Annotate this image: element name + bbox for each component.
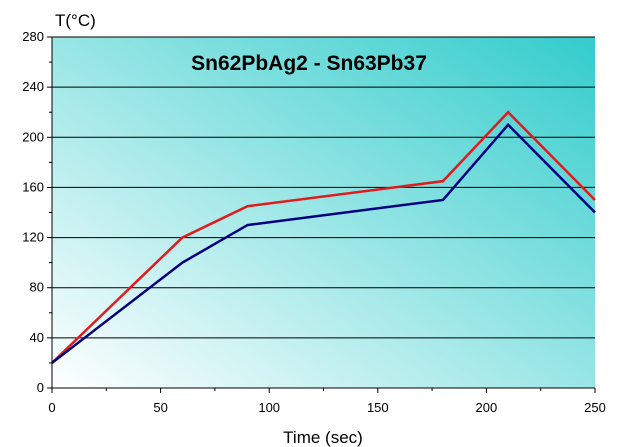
x-tick-label: 200 [476,400,498,415]
y-tick-label: 160 [22,179,44,194]
chart-title: Sn62PbAg2 - Sn63Pb37 [191,52,427,75]
axes [47,36,596,393]
x-axis-label: Time (sec) [283,428,363,447]
y-tick-label: 120 [22,230,44,245]
tick-labels: 0 40 80 120 160 200 240 280 0 50 100 150 200 250 [22,29,606,415]
series-line-2 [51,122,596,364]
y-tick-label: 280 [22,29,44,44]
x-tick-label: 100 [258,400,280,415]
y-axis-label: T(°C) [55,11,96,30]
plot-area-background [52,37,595,388]
x-tick-label: 250 [584,400,606,415]
y-tick-label: 40 [30,330,44,345]
x-tick-label: 0 [48,400,55,415]
series-group [51,110,596,364]
gridlines [52,36,595,339]
y-tick-label: 80 [30,280,44,295]
y-tick-label: 0 [37,380,44,395]
y-tick-label: 240 [22,79,44,94]
y-tick-label: 200 [22,129,44,144]
series-line-1 [51,110,596,364]
x-tick-label: 150 [367,400,389,415]
x-tick-label: 50 [153,400,167,415]
